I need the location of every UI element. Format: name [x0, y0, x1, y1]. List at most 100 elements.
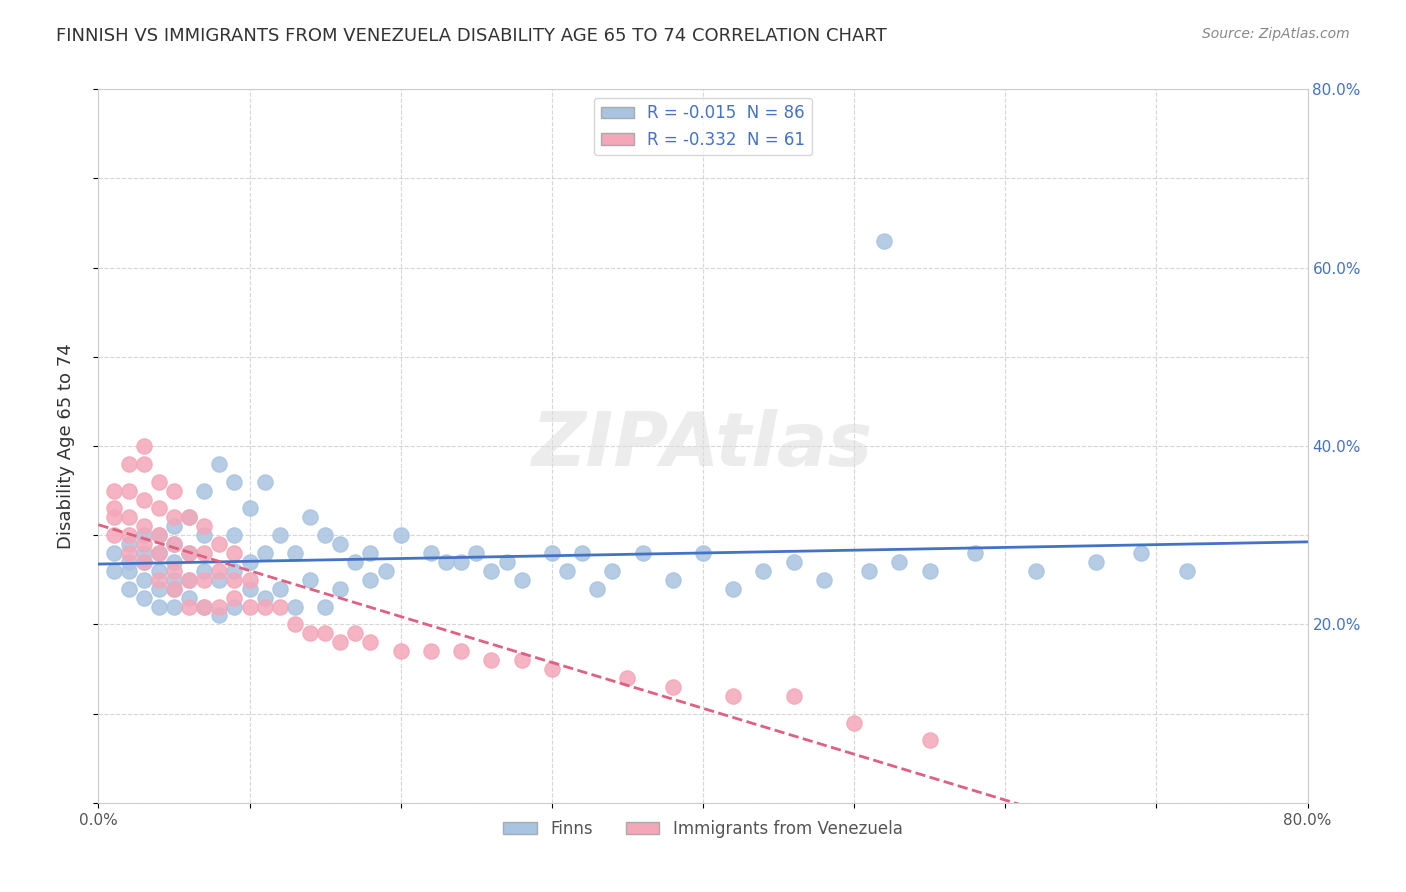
Point [103, 483, 125, 498]
Point [495, 555, 517, 569]
Point [148, 501, 170, 516]
Point [450, 644, 472, 658]
Point [163, 510, 186, 524]
Legend: Finns, Immigrants from Venezuela: Finns, Immigrants from Venezuela [496, 814, 910, 845]
Point [1024, 564, 1046, 578]
Point [752, 564, 775, 578]
Point [118, 582, 141, 596]
Point [631, 546, 654, 560]
Point [148, 528, 170, 542]
Point [208, 537, 231, 551]
Point [132, 555, 155, 569]
Point [132, 528, 155, 542]
Point [344, 626, 367, 640]
Point [239, 501, 262, 516]
Point [224, 528, 246, 542]
Point [1130, 546, 1153, 560]
Point [163, 519, 186, 533]
Point [239, 582, 262, 596]
Point [208, 608, 231, 623]
Point [314, 528, 336, 542]
Point [434, 555, 457, 569]
Point [148, 564, 170, 578]
Point [163, 582, 186, 596]
Point [118, 537, 141, 551]
Point [965, 546, 987, 560]
Point [224, 591, 246, 605]
Point [224, 475, 246, 489]
Point [132, 555, 155, 569]
Point [103, 564, 125, 578]
Point [179, 510, 201, 524]
Point [239, 599, 262, 614]
Point [269, 599, 291, 614]
Point [389, 528, 412, 542]
Point [118, 555, 141, 569]
Point [586, 582, 609, 596]
Point [616, 671, 638, 685]
Point [269, 582, 291, 596]
Point [118, 546, 141, 560]
Point [163, 483, 186, 498]
Point [329, 635, 352, 649]
Point [314, 626, 336, 640]
Point [148, 599, 170, 614]
Text: Source: ZipAtlas.com: Source: ZipAtlas.com [1202, 27, 1350, 41]
Point [450, 555, 472, 569]
Point [284, 617, 307, 632]
Point [118, 528, 141, 542]
Point [193, 599, 215, 614]
Text: FINNISH VS IMMIGRANTS FROM VENEZUELA DISABILITY AGE 65 TO 74 CORRELATION CHART: FINNISH VS IMMIGRANTS FROM VENEZUELA DIS… [56, 27, 887, 45]
Point [253, 546, 276, 560]
Point [179, 510, 201, 524]
Point [284, 546, 307, 560]
Point [179, 573, 201, 587]
Point [163, 555, 186, 569]
Point [103, 501, 125, 516]
Point [510, 573, 533, 587]
Point [783, 689, 806, 703]
Point [239, 555, 262, 569]
Point [284, 599, 307, 614]
Point [163, 537, 186, 551]
Point [314, 599, 336, 614]
Point [179, 546, 201, 560]
Point [858, 564, 880, 578]
Point [132, 439, 155, 453]
Point [193, 599, 215, 614]
Point [253, 475, 276, 489]
Point [118, 510, 141, 524]
Point [103, 528, 125, 542]
Point [420, 546, 443, 560]
Point [360, 546, 382, 560]
Point [132, 591, 155, 605]
Point [148, 528, 170, 542]
Point [148, 475, 170, 489]
Point [918, 564, 941, 578]
Point [132, 573, 155, 587]
Point [163, 564, 186, 578]
Point [163, 573, 186, 587]
Text: ZIPAtlas: ZIPAtlas [533, 409, 873, 483]
Point [193, 564, 215, 578]
Point [193, 483, 215, 498]
Point [103, 510, 125, 524]
Point [224, 599, 246, 614]
Point [193, 546, 215, 560]
Point [723, 582, 745, 596]
Point [873, 234, 896, 248]
Point [374, 564, 396, 578]
Point [661, 573, 683, 587]
Point [329, 582, 352, 596]
Point [723, 689, 745, 703]
Point [1175, 564, 1198, 578]
Point [193, 519, 215, 533]
Point [132, 519, 155, 533]
Point [239, 573, 262, 587]
Point [179, 599, 201, 614]
Point [163, 537, 186, 551]
Point [360, 635, 382, 649]
Point [148, 546, 170, 560]
Y-axis label: Disability Age 65 to 74: Disability Age 65 to 74 [56, 343, 75, 549]
Point [299, 573, 322, 587]
